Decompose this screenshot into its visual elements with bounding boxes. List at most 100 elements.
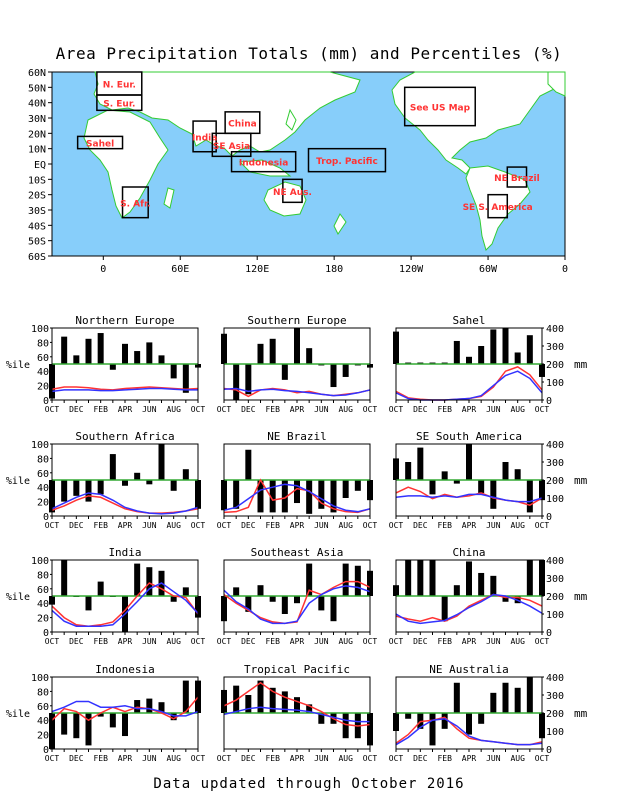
percentile-bar [330, 596, 337, 622]
y2-tick-label: 400 [546, 673, 564, 684]
percentile-bar [61, 560, 68, 596]
percentile-bar [269, 596, 276, 602]
y-tick-label: 60 [37, 585, 49, 596]
y2-tick-label: 200 [546, 709, 564, 720]
month-label: JUN [314, 405, 329, 414]
percentile-bar [306, 704, 313, 713]
month-label: FEB [265, 521, 280, 530]
mm-series-line [51, 492, 199, 515]
lat-label: 60S [28, 252, 46, 263]
y-tick-label: 100 [31, 556, 49, 567]
percentile-bar [490, 329, 497, 364]
y2-tick-label: 400 [546, 324, 564, 335]
y-tick-label: 80 [37, 687, 49, 698]
month-label: OCT [45, 405, 60, 414]
percentile-bar [514, 469, 521, 480]
percentile-bar [269, 338, 276, 364]
lon-label: 60E [171, 264, 189, 275]
percentile-bar [453, 682, 460, 713]
month-label: OCT [535, 521, 550, 530]
y-tick-label: 80 [37, 454, 49, 465]
region-box [487, 193, 509, 219]
percentile-series-line [51, 582, 199, 627]
y-tick-label: 100 [31, 324, 49, 335]
month-label: JUN [142, 754, 157, 763]
month-label: FEB [93, 521, 108, 530]
y2-tick-label: 100 [546, 727, 564, 738]
percentile-bar [502, 682, 509, 713]
percentile-bar [233, 480, 240, 509]
region-label: S. Afr. [120, 199, 151, 209]
lat-label: 40N [28, 99, 46, 110]
month-label: AUG [166, 521, 181, 530]
percentile-bar [109, 364, 116, 370]
month-label: OCT [363, 754, 378, 763]
percentile-bar [85, 713, 92, 746]
percentile-bar [233, 364, 240, 400]
month-label: OCT [45, 521, 60, 530]
lat-label: 30S [28, 206, 46, 217]
month-label: OCT [363, 405, 378, 414]
month-label: AUG [510, 754, 525, 763]
mm-series-line [51, 700, 199, 717]
percentile-bar [318, 596, 325, 611]
y2-axis-label: mm [574, 474, 588, 487]
month-label: OCT [217, 637, 232, 646]
month-label: JUN [486, 405, 501, 414]
month-label: FEB [93, 637, 108, 646]
lat-label: 60N [28, 68, 46, 79]
month-label: JUN [486, 521, 501, 530]
mm-series-line [395, 717, 543, 746]
y2-tick-label: 200 [546, 592, 564, 603]
region-label: S. Eur. [103, 100, 135, 110]
month-label: AUG [338, 637, 353, 646]
y-tick-label: 40 [37, 599, 49, 610]
percentile-bar [342, 364, 349, 377]
month-label: APR [462, 637, 477, 646]
percentile-bar [85, 480, 92, 502]
percentile-bar [294, 328, 300, 364]
percentile-bar [73, 480, 80, 496]
y-tick-label: 40 [37, 367, 49, 378]
month-label: DEC [69, 637, 84, 646]
percentile-bar [182, 680, 189, 713]
month-label: OCT [389, 637, 404, 646]
chart-panel: NE Brazil OCT DEC FEB APR JUN AUG OCT [217, 430, 378, 530]
percentile-bar [417, 560, 424, 596]
month-label: OCT [389, 521, 404, 530]
percentile-bar [146, 342, 153, 364]
percentile-bar [502, 328, 509, 364]
percentile-bar [61, 336, 68, 364]
percentile-bar [453, 340, 460, 364]
month-label: DEC [241, 754, 256, 763]
y-tick-label: 60 [37, 353, 49, 364]
percentile-bar [170, 364, 177, 379]
land-masses [83, 71, 566, 251]
percentile-bar [294, 596, 300, 604]
month-label: AUG [166, 637, 181, 646]
map-axes: 60N 50N 40N 30N 20N 10N EQ 10S 20S 30S 40S 50S 60S 0 6… [28, 68, 568, 275]
region-label: SE Asia [213, 142, 250, 152]
percentile-bar [294, 697, 300, 713]
percentile-bar [429, 560, 436, 596]
lat-label: 50N [28, 83, 46, 94]
panel-title: Northern Europe [75, 314, 174, 327]
region-label: SE S. America [463, 203, 533, 213]
percentile-bar [245, 596, 252, 612]
region-label: Indonesia [239, 159, 288, 169]
percentile-bar [342, 713, 349, 739]
y2-tick-label: 100 [546, 610, 564, 621]
percentile-bar [257, 343, 264, 364]
percentile-bar [146, 567, 153, 596]
y-axis-label: %ile [6, 709, 30, 720]
y-tick-label: 0 [43, 396, 49, 407]
month-label: OCT [217, 754, 232, 763]
percentile-bar [97, 333, 104, 364]
lon-label: 0 [100, 264, 106, 275]
region-box [282, 178, 303, 204]
